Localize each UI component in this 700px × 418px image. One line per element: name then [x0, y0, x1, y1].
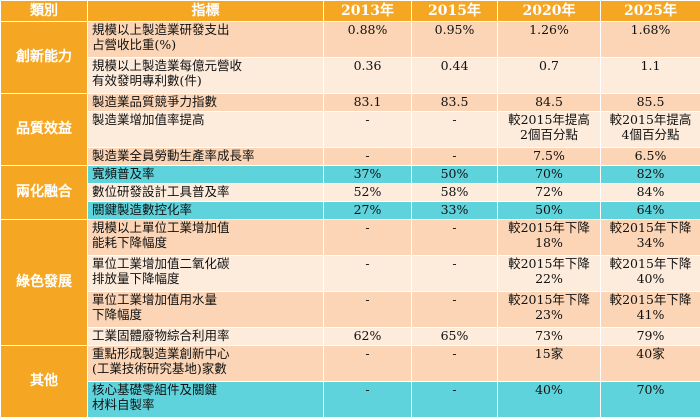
value-2025: 1.68% [601, 22, 700, 58]
value-2015: - [412, 346, 498, 382]
value-2015: - [412, 256, 498, 292]
table-row: 品質效益 製造業品質競爭力指數 83.1 83.5 84.5 85.5 [1, 94, 700, 112]
indicator-cell: 規模以上製造業每億元營收有效發明專利數(件) [88, 58, 324, 94]
value-2015: 83.5 [412, 94, 498, 112]
header-category: 類別 [1, 1, 88, 22]
table-row: 創新能力 規模以上製造業研發支出占營收比重(%) 0.88% 0.95% 1.2… [1, 22, 700, 58]
value-2020: 73% [498, 328, 601, 346]
category-green: 綠色發展 [1, 220, 88, 346]
indicator-cell: 單位工業增加值用水量下降幅度 [88, 292, 324, 328]
indicator-cell: 寬頻普及率 [88, 166, 324, 184]
value-2015: - [412, 220, 498, 256]
indicator-cell: 工業固體廢物綜合利用率 [88, 328, 324, 346]
header-row: 類別 指標 2013年 2015年 2020年 2025年 [1, 1, 700, 22]
value-2013: 27% [324, 202, 412, 220]
value-2013: - [324, 112, 412, 148]
value-2015: 33% [412, 202, 498, 220]
category-quality: 品質效益 [1, 94, 88, 166]
value-2013: 52% [324, 184, 412, 202]
value-2020: 84.5 [498, 94, 601, 112]
value-2020: 50% [498, 202, 601, 220]
value-2020: 1.26% [498, 22, 601, 58]
value-2025: 較2015年下降34% [601, 220, 700, 256]
value-2020: 15家 [498, 346, 601, 382]
value-2013: 0.36 [324, 58, 412, 94]
indicator-cell: 核心基礎零組件及關鍵材料自製率 [88, 382, 324, 418]
value-2025: 較2015年下降40% [601, 256, 700, 292]
indicator-cell: 製造業全員勞動生產率成長率 [88, 148, 324, 166]
header-2025: 2025年 [601, 1, 700, 22]
value-2020: 40% [498, 382, 601, 418]
value-2020: 72% [498, 184, 601, 202]
value-2015: 50% [412, 166, 498, 184]
value-2020: 7.5% [498, 148, 601, 166]
header-2020: 2020年 [498, 1, 601, 22]
value-2013: 37% [324, 166, 412, 184]
value-2015: 0.95% [412, 22, 498, 58]
value-2015: - [412, 148, 498, 166]
value-2013: - [324, 256, 412, 292]
value-2025: 較2015年下降41% [601, 292, 700, 328]
value-2020: 0.7 [498, 58, 601, 94]
value-2025: 82% [601, 166, 700, 184]
value-2013: - [324, 148, 412, 166]
value-2013: 83.1 [324, 94, 412, 112]
value-2013: - [324, 346, 412, 382]
value-2013: 0.88% [324, 22, 412, 58]
table-row: 兩化融合 寬頻普及率 37% 50% 70% 82% [1, 166, 700, 184]
table-row: 其他 重點形成製造業創新中心(工業技術研究基地)家數 - - 15家 40家 [1, 346, 700, 382]
value-2025: 6.5% [601, 148, 700, 166]
table-row: 工業固體廢物綜合利用率 62% 65% 73% 79% [1, 328, 700, 346]
value-2025: 79% [601, 328, 700, 346]
indicator-cell: 製造業增加值率提高 [88, 112, 324, 148]
category-other: 其他 [1, 346, 88, 418]
value-2025: 85.5 [601, 94, 700, 112]
indicator-cell: 製造業品質競爭力指數 [88, 94, 324, 112]
header-2013: 2013年 [324, 1, 412, 22]
category-innovation: 創新能力 [1, 22, 88, 94]
indicator-cell: 規模以上單位工業增加值能耗下降幅度 [88, 220, 324, 256]
table-row: 規模以上製造業每億元營收有效發明專利數(件) 0.36 0.44 0.7 1.1 [1, 58, 700, 94]
indicator-cell: 規模以上製造業研發支出占營收比重(%) [88, 22, 324, 58]
value-2020: 70% [498, 166, 601, 184]
table-row: 數位研發設計工具普及率 52% 58% 72% 84% [1, 184, 700, 202]
value-2015: 58% [412, 184, 498, 202]
value-2015: - [412, 112, 498, 148]
indicator-cell: 關鍵製造數控化率 [88, 202, 324, 220]
value-2013: - [324, 292, 412, 328]
value-2025: 64% [601, 202, 700, 220]
table-row: 關鍵製造數控化率 27% 33% 50% 64% [1, 202, 700, 220]
value-2025: 84% [601, 184, 700, 202]
value-2013: - [324, 220, 412, 256]
value-2025: 70% [601, 382, 700, 418]
value-2015: - [412, 382, 498, 418]
value-2025: 1.1 [601, 58, 700, 94]
value-2015: 0.44 [412, 58, 498, 94]
indicator-cell: 單位工業增加值二氧化碳排放量下降幅度 [88, 256, 324, 292]
value-2013: - [324, 382, 412, 418]
indicator-cell: 重點形成製造業創新中心(工業技術研究基地)家數 [88, 346, 324, 382]
table-row: 核心基礎零組件及關鍵材料自製率 - - 40% 70% [1, 382, 700, 418]
value-2015: 65% [412, 328, 498, 346]
header-indicator: 指標 [88, 1, 324, 22]
value-2025: 40家 [601, 346, 700, 382]
value-2013: 62% [324, 328, 412, 346]
category-integration: 兩化融合 [1, 166, 88, 220]
header-2015: 2015年 [412, 1, 498, 22]
value-2015: - [412, 292, 498, 328]
table-row: 製造業全員勞動生產率成長率 - - 7.5% 6.5% [1, 148, 700, 166]
indicator-cell: 數位研發設計工具普及率 [88, 184, 324, 202]
